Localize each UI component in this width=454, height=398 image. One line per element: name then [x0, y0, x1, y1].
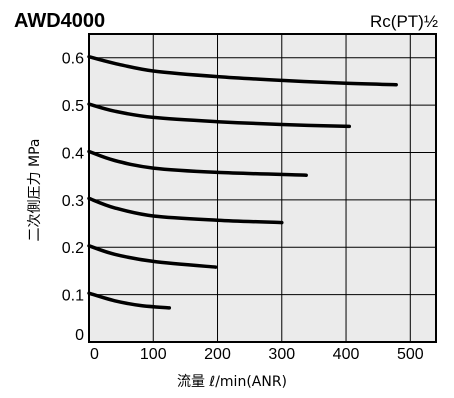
x-axis-label: 流量 ℓ/min(ANR) [177, 374, 287, 390]
y-tick-label: 0.1 [62, 288, 84, 305]
y-tick-label: 0.2 [62, 240, 84, 257]
x-tick-labels: 0 100 200 300 400 500 [90, 346, 424, 363]
characteristic-curves [87, 54, 398, 310]
y-tick-label: 0.3 [62, 193, 84, 210]
port-size-label: Rc(PT)½ [370, 12, 438, 31]
x-tick-label: 500 [397, 346, 424, 363]
curve-series-2 [87, 102, 352, 129]
y-tick-label: 0.5 [62, 98, 84, 115]
plot-frame [88, 33, 437, 343]
y-tick-label: 0.4 [62, 145, 84, 162]
grid-lines [89, 34, 436, 342]
curve-series-3 [87, 149, 308, 177]
y-tick-label: 0 [75, 327, 84, 344]
x-tick-label: 0 [90, 346, 99, 363]
x-tick-label: 100 [140, 346, 167, 363]
y-axis-label: 二次側圧力 MPa [27, 139, 43, 242]
y-tick-label: 0.6 [62, 51, 84, 68]
x-tick-label: 200 [204, 346, 231, 363]
x-tick-label: 300 [268, 346, 295, 363]
y-tick-labels: 0 0.1 0.2 0.3 0.4 0.5 0.6 [62, 51, 84, 344]
curve-series-1 [87, 54, 398, 87]
curve-series-5 [87, 244, 218, 269]
curve-series-4 [87, 196, 284, 225]
chart-title: AWD4000 [14, 10, 105, 32]
curve-series-6 [87, 291, 172, 310]
x-tick-label: 400 [333, 346, 360, 363]
